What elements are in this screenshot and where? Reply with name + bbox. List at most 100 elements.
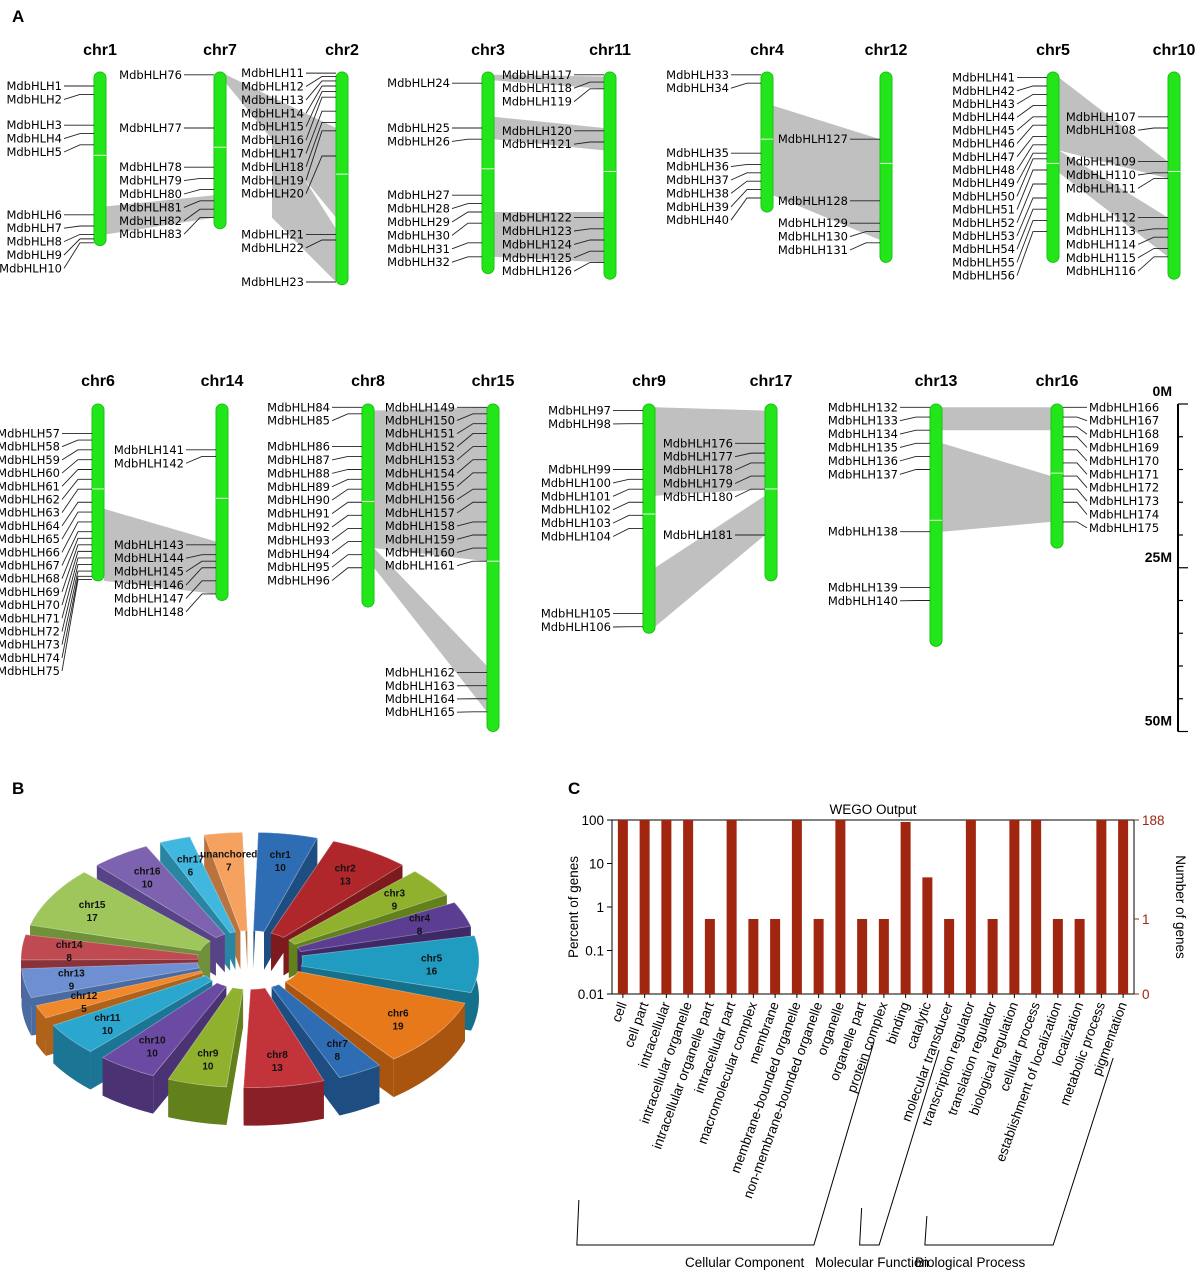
gene-label: MdbHLH70: [0, 598, 60, 612]
gene-leader-line: [61, 469, 92, 487]
gene-label: MdbHLH155: [385, 479, 455, 493]
gene-label: MdbHLH138: [828, 525, 898, 539]
gene-label: MdbHLH119: [502, 95, 572, 109]
gene-label: MdbHLH82: [119, 214, 182, 228]
gene-label: MdbHLH121: [502, 137, 572, 151]
x-tick-label: cell: [609, 1000, 630, 1024]
gene-label: MdbHLH167: [1089, 414, 1159, 428]
gene-label: MdbHLH135: [828, 440, 898, 454]
gene-label: MdbHLH48: [952, 163, 1015, 177]
group-label: Molecular Function: [815, 1255, 929, 1270]
gene-label: MdbHLH151: [385, 427, 455, 441]
scale-label: 50M: [1145, 713, 1172, 729]
gene-label: MdbHLH99: [548, 463, 611, 477]
gene-leader-line: [456, 472, 487, 487]
gene-label: MdbHLH12: [241, 80, 304, 94]
panel-a-chromosome-map: A chr1 MdbHLH1 MdbHLH2 MdbHLH3 MdbHLH4 MdbHLH…: [0, 7, 1195, 733]
bar-translation-regulator: [987, 918, 998, 994]
gene-label: MdbHLH127: [778, 132, 848, 146]
gene-label: MdbHLH179: [663, 477, 733, 491]
gene-label: MdbHLH67: [0, 558, 60, 572]
chromosome-bar: [93, 71, 107, 247]
gene-leader-line: [612, 478, 643, 484]
gene-label: MdbHLH108: [1066, 123, 1136, 137]
gene-label: MdbHLH53: [952, 229, 1015, 243]
gene-leader-line: [1137, 172, 1168, 176]
gene-label: MdbHLH64: [0, 519, 60, 533]
bar-pigmentation: [1118, 820, 1129, 994]
chart-title: WEGO Output: [829, 802, 916, 817]
chromosome-bar: [929, 403, 943, 647]
gene-leader-line: [305, 121, 336, 168]
gene-label: MdbHLH44: [952, 110, 1015, 124]
gene-label: MdbHLH95: [267, 560, 330, 574]
gene-label: MdbHLH164: [385, 692, 455, 706]
gene-leader-line: [734, 462, 765, 471]
pie-slice-value: 5: [81, 1004, 87, 1015]
gene-leader-line: [1063, 501, 1088, 515]
gene-label: MdbHLH94: [267, 547, 330, 561]
gene-label: MdbHLH88: [267, 466, 330, 480]
gene-label: MdbHLH141: [114, 443, 184, 457]
pie-slice-top: [284, 970, 466, 1060]
gene-label: MdbHLH118: [502, 81, 572, 95]
gene-label: MdbHLH5: [6, 145, 62, 159]
chromosome-bar: [642, 403, 656, 634]
bar-intracellular-organelle-part: [704, 918, 715, 994]
gene-leader-line: [1137, 247, 1168, 259]
pie-slice-chr8: chr8 13: [243, 987, 325, 1126]
gene-leader-line: [1063, 462, 1088, 475]
chromosome-name: chr9: [632, 373, 666, 390]
gene-label: MdbHLH42: [952, 84, 1015, 98]
pie-slice-name: unanchored: [200, 849, 257, 860]
pie-slice-value: 8: [66, 953, 72, 964]
gene-leader-line: [61, 501, 92, 527]
gene-leader-line: [573, 88, 604, 102]
gene-leader-line: [305, 96, 336, 141]
pie-slice-value: 19: [392, 1022, 404, 1033]
chromosome-bar: [361, 403, 375, 608]
gene-leader-line: [331, 478, 362, 488]
bar-non-membrane-bounded-organelle: [813, 918, 824, 994]
pie-slice-value: 10: [102, 1026, 114, 1037]
gene-label: MdbHLH165: [385, 705, 455, 719]
gene-leader-line: [1016, 197, 1047, 237]
gene-leader-line: [899, 429, 930, 435]
gene-label: MdbHLH173: [1089, 494, 1159, 508]
gene-leader-line: [61, 531, 92, 566]
gene-label: MdbHLH58: [0, 440, 60, 454]
pie-slice-value: 8: [417, 927, 423, 938]
synteny-link-chr8-chr15: [374, 548, 487, 712]
gene-label: MdbHLH174: [1089, 507, 1159, 521]
gene-label: MdbHLH30: [387, 228, 450, 242]
gene-label: MdbHLH3: [6, 118, 62, 132]
gene-leader-line: [730, 82, 761, 89]
chromosome-name: chr6: [81, 373, 115, 390]
chromosome-chr13: chr13MdbHLH132MdbHLH133MdbHLH134MdbHLH13…: [828, 373, 957, 647]
gene-leader-line: [61, 511, 92, 540]
gene-leader-line: [899, 416, 930, 422]
gene-leader-line: [61, 488, 92, 513]
gene-label: MdbHLH15: [241, 120, 304, 134]
gene-label: MdbHLH51: [952, 203, 1015, 217]
gene-leader-line: [1137, 256, 1168, 272]
chromosome-bar: [91, 403, 105, 582]
gene-leader-line: [734, 452, 765, 458]
chromosome-chr4: chr4MdbHLH33MdbHLH34MdbHLH35MdbHLH36MdbH…: [666, 42, 784, 227]
gene-leader-line: [305, 110, 336, 154]
scale-bar: 0M 25M 50M: [1145, 383, 1188, 733]
bar-cell: [617, 820, 628, 994]
gene-label: MdbHLH85: [267, 414, 330, 428]
panel-b-label: B: [12, 779, 24, 798]
y-right-tick-label: 1: [1142, 912, 1150, 927]
bar-molecular-transducer: [944, 918, 955, 994]
gene-label: MdbHLH39: [666, 200, 729, 214]
gene-label: MdbHLH140: [828, 594, 898, 608]
pie-slices: unanchored 7 chr1 10 chr17 6 chr2 13 chr16 10 chr3…: [20, 831, 480, 1126]
gene-label: MdbHLH17: [241, 147, 304, 161]
bar-catalytic: [922, 877, 933, 994]
gene-label: MdbHLH13: [241, 93, 304, 107]
pie-slice-name: chr16: [134, 866, 161, 877]
gene-leader-line: [183, 217, 214, 235]
